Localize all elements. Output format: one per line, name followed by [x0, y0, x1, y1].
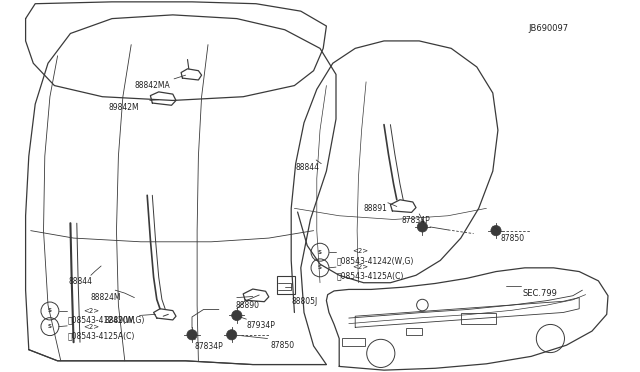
Text: 88844: 88844 — [296, 163, 320, 172]
FancyBboxPatch shape — [277, 276, 295, 295]
Text: S: S — [318, 250, 322, 255]
Text: 88890: 88890 — [236, 301, 260, 310]
Circle shape — [417, 222, 428, 232]
Text: S: S — [48, 324, 52, 329]
Text: 87834P: 87834P — [402, 216, 431, 225]
Text: Ⓝ08543-4125A(C): Ⓝ08543-4125A(C) — [67, 331, 134, 340]
Text: <2>: <2> — [352, 248, 368, 254]
Text: 87934P: 87934P — [246, 321, 275, 330]
Text: 87834P: 87834P — [195, 342, 223, 351]
Circle shape — [227, 330, 237, 340]
Text: S: S — [318, 265, 322, 270]
Circle shape — [232, 310, 242, 321]
Circle shape — [491, 225, 501, 236]
Text: Ⓝ08543-4125A(C): Ⓝ08543-4125A(C) — [337, 272, 404, 280]
Text: 88891: 88891 — [364, 204, 387, 213]
Text: 87850: 87850 — [270, 341, 294, 350]
Text: Ⓝ08543-41242(W,G): Ⓝ08543-41242(W,G) — [337, 256, 414, 265]
Text: <2>: <2> — [83, 308, 99, 314]
Text: 88805J: 88805J — [292, 297, 318, 306]
Text: <2>: <2> — [83, 324, 99, 330]
Text: 88890M: 88890M — [104, 316, 135, 325]
Text: 88844: 88844 — [68, 277, 93, 286]
Text: SEC.799: SEC.799 — [523, 289, 557, 298]
Text: 88842MA: 88842MA — [134, 81, 170, 90]
Text: 88824M: 88824M — [91, 293, 122, 302]
Text: 87850: 87850 — [500, 234, 525, 243]
Text: JB690097: JB690097 — [528, 24, 568, 33]
Text: <2>: <2> — [352, 264, 368, 270]
Text: Ⓝ08543-41242(W,G): Ⓝ08543-41242(W,G) — [67, 315, 145, 324]
Circle shape — [187, 330, 197, 340]
Text: 89842M: 89842M — [109, 103, 140, 112]
Text: S: S — [48, 308, 52, 314]
